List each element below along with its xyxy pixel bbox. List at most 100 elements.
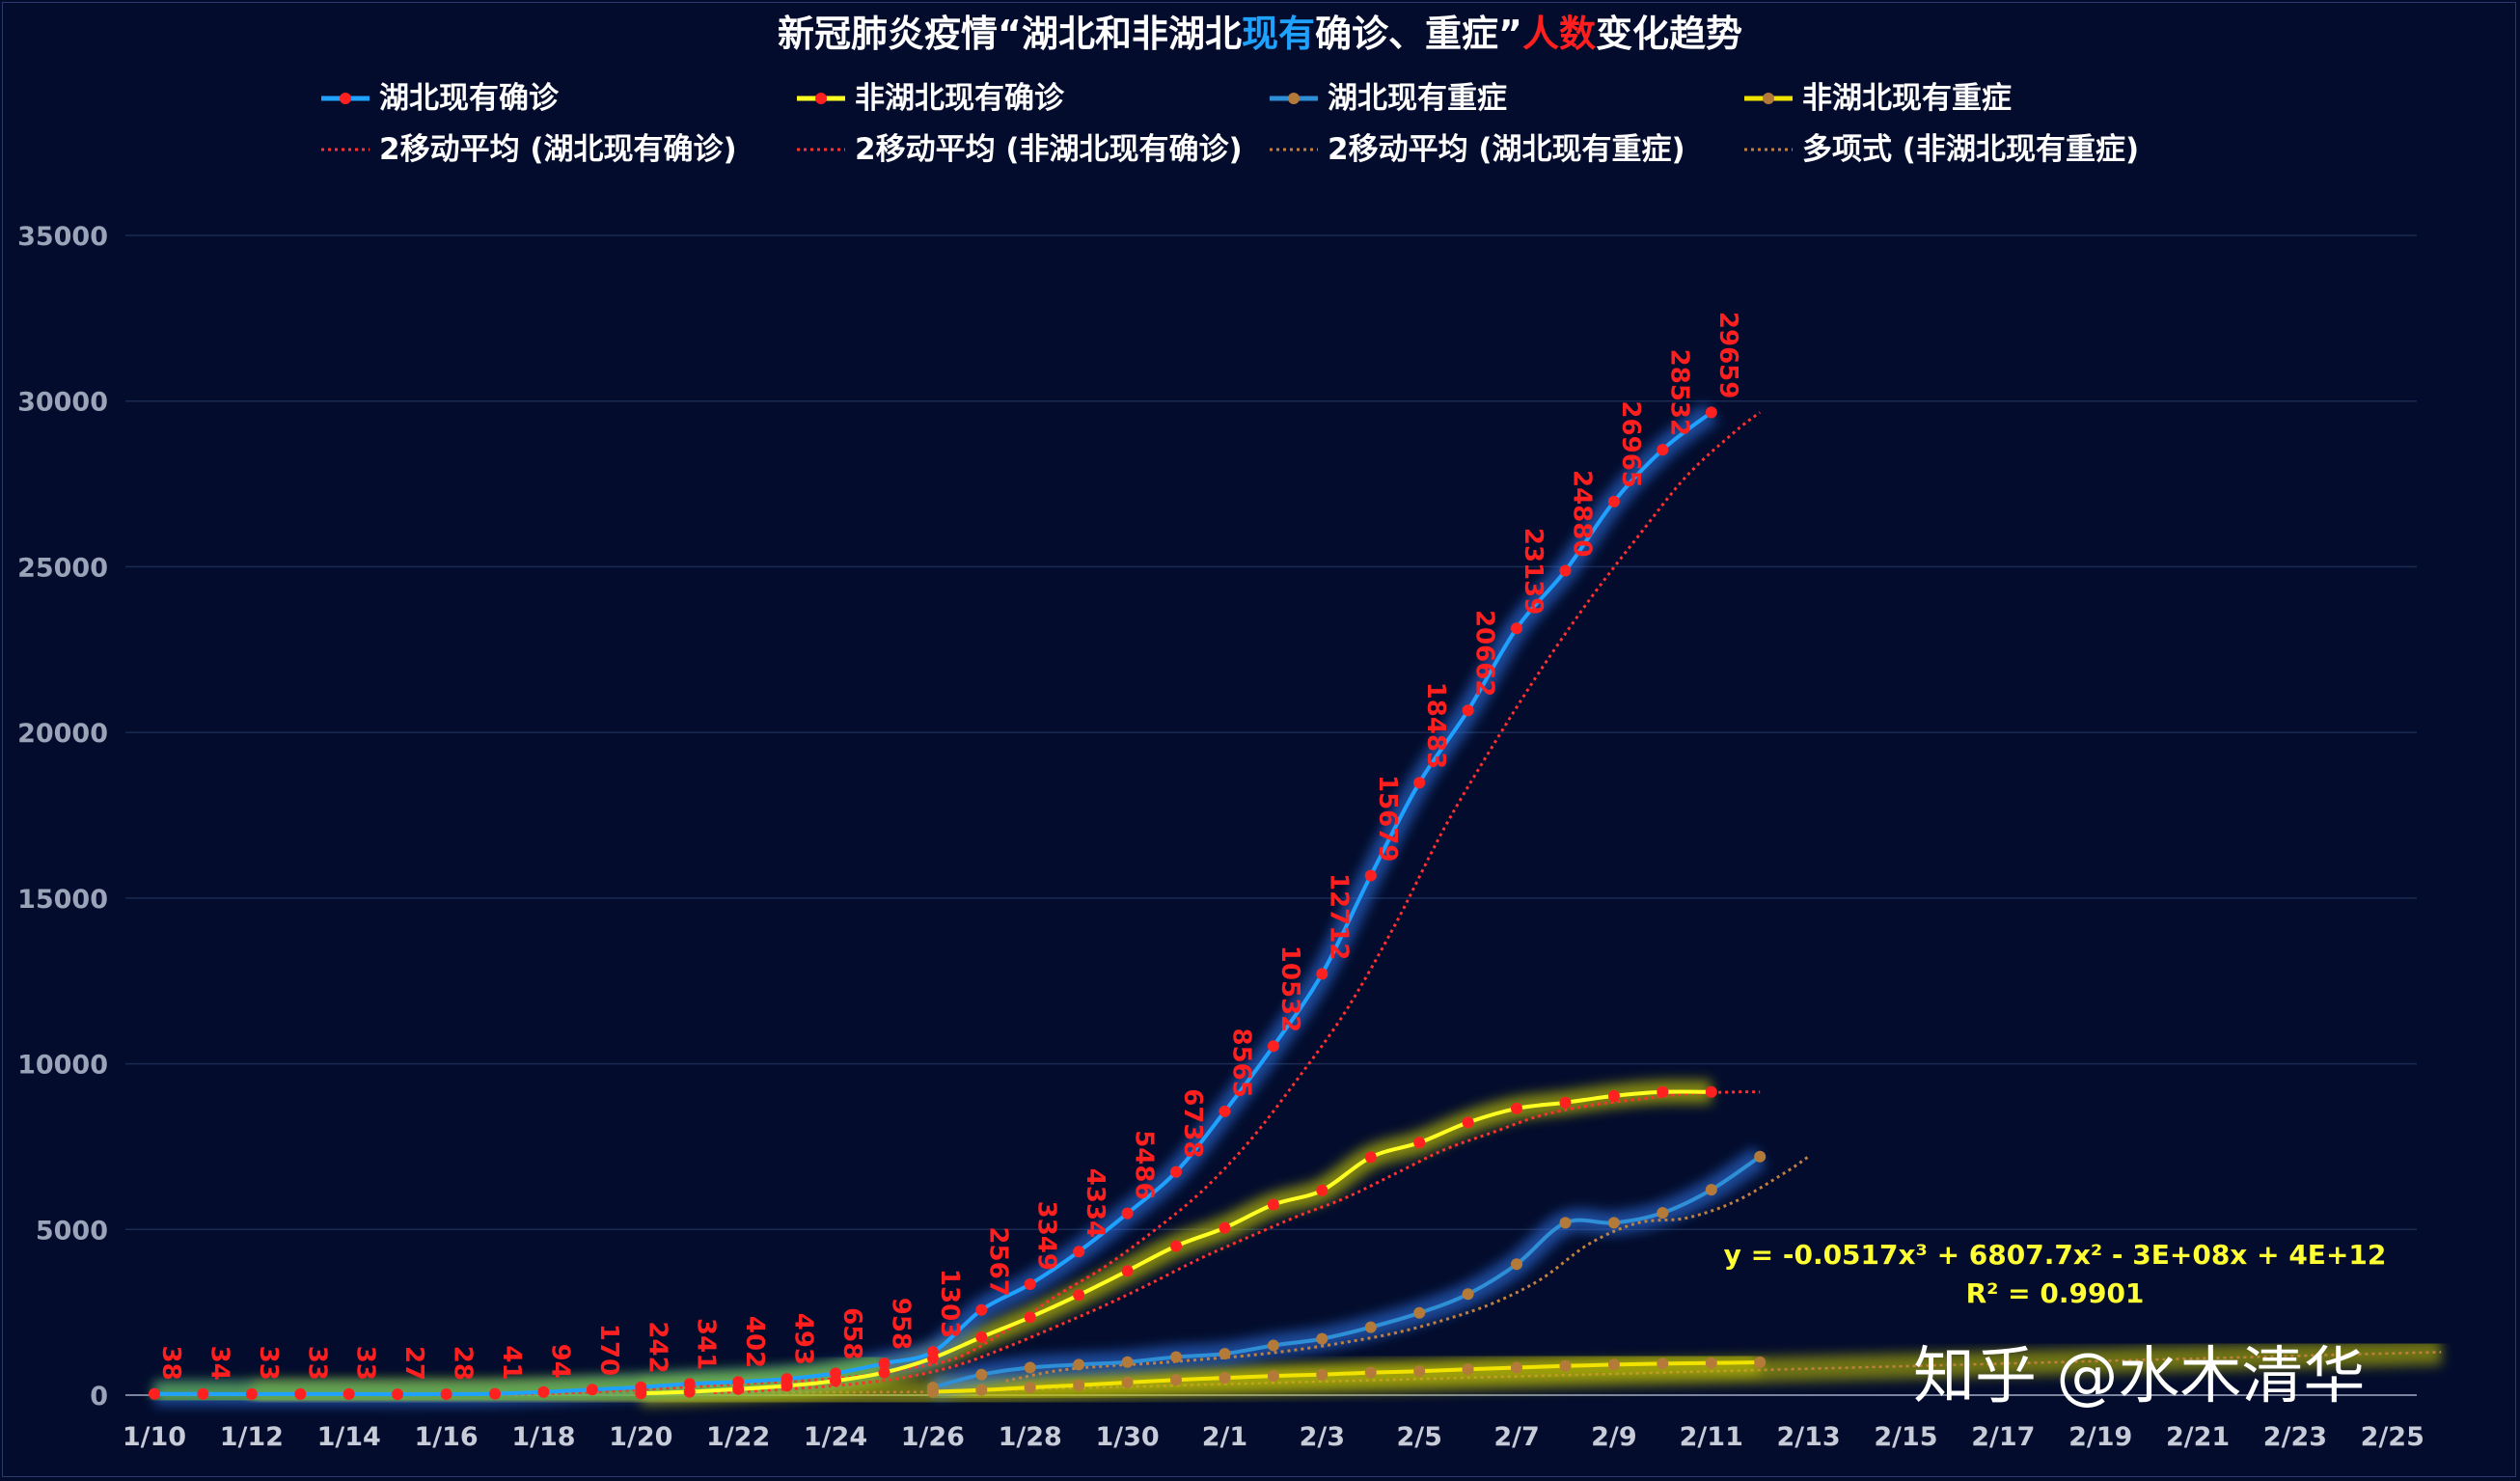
y-tick-label: 30000: [17, 388, 108, 418]
x-tick-label: 1/10: [123, 1422, 186, 1452]
data-point: [878, 1366, 890, 1379]
data-point: [1559, 1217, 1572, 1229]
data-point: [1073, 1289, 1085, 1302]
data-point: [1462, 1116, 1474, 1129]
legend-label: 非湖北现有确诊: [855, 81, 1065, 116]
data-point: [1364, 1321, 1377, 1333]
data-point: [1705, 1357, 1717, 1369]
data-label: 28532: [1664, 349, 1693, 436]
legend-item-6: 2移动平均 (湖北现有重症): [1270, 132, 1685, 167]
legend-label: 湖北现有重症: [1328, 81, 1507, 116]
data-label: 493: [789, 1313, 818, 1365]
legend-label: 湖北现有确诊: [379, 81, 560, 116]
data-point: [1462, 1363, 1474, 1376]
data-point: [926, 1382, 939, 1394]
y-tick-label: 15000: [17, 885, 108, 915]
data-point: [1073, 1358, 1085, 1371]
series-nonhubei_confirmed: [635, 1085, 1717, 1400]
x-tick-label: 2/9: [1591, 1422, 1636, 1452]
data-point: [732, 1376, 745, 1388]
data-point: [975, 1368, 988, 1381]
data-point: [830, 1367, 841, 1380]
data-label: 26965: [1616, 400, 1645, 487]
data-point: [1316, 1368, 1328, 1381]
data-point: [245, 1387, 258, 1400]
series-layer: [149, 402, 2442, 1408]
data-point: [1267, 1339, 1279, 1352]
x-tick-label: 1/20: [609, 1422, 672, 1452]
data-point: [1705, 1184, 1717, 1196]
data-label: 33: [351, 1346, 380, 1381]
data-point: [1657, 1085, 1669, 1098]
data-label: 8565: [1227, 1028, 1256, 1097]
y-tick-label: 5000: [36, 1216, 108, 1246]
data-point: [1267, 1040, 1279, 1053]
data-point: [1657, 1358, 1669, 1370]
data-point: [489, 1387, 501, 1400]
data-point: [1170, 1374, 1182, 1386]
data-point: [1121, 1356, 1134, 1368]
data-point: [1024, 1361, 1036, 1374]
y-tick-label: 10000: [17, 1051, 108, 1081]
legend-item-5: 2移动平均 (非湖北现有确诊): [797, 132, 1243, 167]
data-point: [1511, 1258, 1522, 1271]
data-point: [294, 1387, 307, 1400]
data-point: [1559, 1359, 1572, 1372]
y-tick-label: 0: [90, 1382, 108, 1412]
x-tick-label: 2/3: [1300, 1422, 1345, 1452]
legend-marker: [815, 93, 827, 104]
y-tick-label: 35000: [17, 222, 108, 252]
x-tick-label: 1/18: [511, 1422, 575, 1452]
x-tick-label: 2/25: [2361, 1422, 2424, 1452]
title-part-0: 新冠肺炎疫情“湖北和非湖北: [778, 13, 1242, 55]
data-point: [440, 1388, 452, 1400]
x-tick-label: 1/24: [804, 1422, 867, 1452]
data-point: [1024, 1311, 1036, 1324]
data-point: [1511, 1361, 1522, 1374]
data-label: 24880: [1567, 470, 1596, 557]
data-point: [149, 1387, 160, 1400]
legend-item-1: 非湖北现有确诊: [797, 81, 1065, 116]
data-point: [1462, 1288, 1474, 1301]
data-point: [1364, 869, 1377, 882]
data-label: 23139: [1519, 528, 1548, 615]
data-point: [1754, 1150, 1767, 1163]
x-tick-label: 1/14: [317, 1422, 381, 1452]
x-tick-label: 1/26: [901, 1422, 965, 1452]
data-label: 658: [837, 1307, 866, 1359]
data-labels: 38 34 33 33 33 27 28 41 94 170 242 341 402 493 658 958 1…: [156, 312, 1742, 1381]
data-point: [392, 1388, 404, 1401]
data-point: [1413, 777, 1426, 789]
data-label: 242: [643, 1321, 671, 1373]
data-point: [1364, 1366, 1377, 1379]
legend-item-7: 多项式 (非湖北现有重症): [1744, 132, 2139, 167]
trendline-equation: y = -0.0517x³ + 6807.7x² - 3E+08x + 4E+1…: [1724, 1239, 2387, 1271]
data-point: [1170, 1166, 1182, 1178]
data-point: [1607, 1358, 1620, 1371]
legend-label: 非湖北现有重症: [1802, 81, 2012, 116]
data-point: [1754, 1357, 1767, 1368]
data-label: 20662: [1470, 610, 1499, 697]
data-label: 4334: [1081, 1168, 1109, 1238]
data-point: [781, 1373, 793, 1385]
data-label: 27: [399, 1346, 428, 1381]
data-point: [1219, 1221, 1231, 1234]
series-line: [153, 410, 1713, 1397]
data-point: [1073, 1379, 1085, 1391]
x-tick-label: 1/12: [220, 1422, 284, 1452]
data-point: [1219, 1105, 1231, 1117]
data-point: [1413, 1306, 1426, 1319]
moving-average-hubei_severe: [1005, 1155, 1810, 1383]
x-tick-label: 2/23: [2263, 1422, 2327, 1452]
watermark: 知乎 @水木清华: [1913, 1341, 2365, 1412]
legend-label: 2移动平均 (湖北现有重症): [1328, 132, 1685, 167]
y-axis-ticks: 0 5000 10000 15000 20000 25000 30000 35000: [17, 222, 108, 1412]
data-point: [1607, 495, 1620, 507]
data-point: [1316, 1332, 1328, 1345]
data-label: 341: [692, 1318, 721, 1370]
x-tick-label: 2/13: [1777, 1422, 1841, 1452]
x-tick-label: 1/30: [1095, 1422, 1159, 1452]
data-point: [1267, 1198, 1279, 1211]
